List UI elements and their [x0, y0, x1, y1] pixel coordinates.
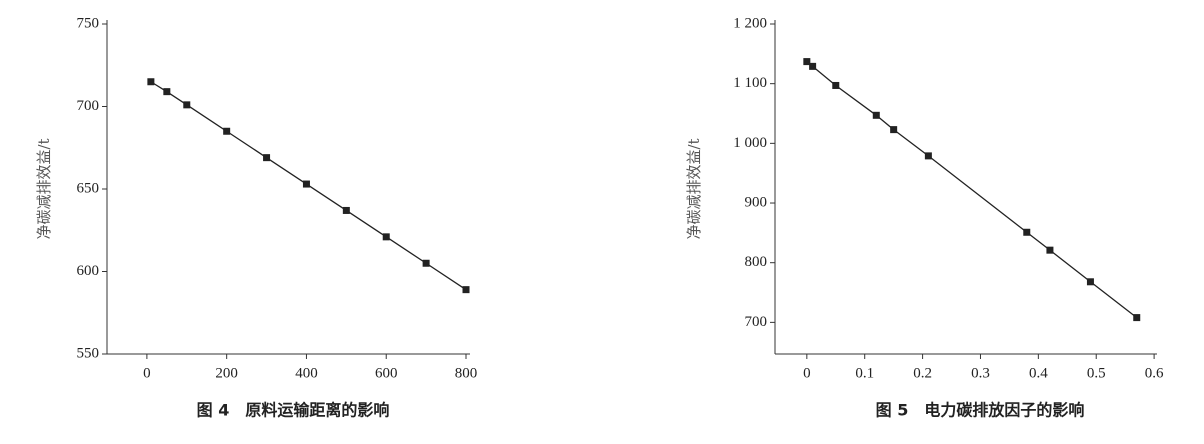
- x-tick-label: 0: [143, 365, 151, 381]
- data-line: [150, 81, 467, 291]
- marker: [1046, 246, 1054, 254]
- x-tick-label: 0.2: [913, 365, 932, 381]
- y-tick-label: 700: [745, 314, 768, 330]
- x-tick-label: 600: [375, 365, 398, 381]
- x-tick-label: 0: [803, 365, 811, 381]
- marker: [1086, 278, 1094, 286]
- marker: [223, 127, 231, 135]
- marker: [809, 62, 817, 70]
- y-tick-label: 700: [77, 98, 100, 114]
- marker: [803, 58, 811, 66]
- x-tick-label: 0.5: [1087, 365, 1106, 381]
- y-tick-label: 800: [745, 254, 768, 270]
- x-tick-label: 200: [215, 365, 238, 381]
- marker: [832, 81, 840, 89]
- y-axis-label: 净碳减排效益/t: [35, 138, 53, 239]
- y-tick-label: 600: [77, 263, 100, 279]
- y-tick-label: 550: [77, 345, 100, 361]
- marker: [924, 152, 932, 160]
- x-tick-label: 0.3: [971, 365, 990, 381]
- marker: [382, 233, 390, 241]
- marker: [462, 286, 470, 294]
- x-tick-label: 400: [295, 365, 318, 381]
- marker: [1023, 228, 1031, 236]
- x-tick-label: 0.1: [855, 365, 874, 381]
- marker: [263, 154, 271, 162]
- y-tick-label: 650: [77, 180, 100, 196]
- caption: 图 5 电力碳排放因子的影响: [876, 401, 1085, 420]
- y-tick-label: 1 200: [733, 15, 767, 31]
- marker: [147, 78, 155, 86]
- data-line: [806, 61, 1138, 319]
- x-tick-label: 0.4: [1029, 365, 1048, 381]
- x-tick-label: 0.6: [1145, 365, 1164, 381]
- marker: [422, 259, 430, 267]
- marker: [890, 126, 898, 134]
- y-tick-label: 750: [77, 15, 100, 31]
- x-tick-label: 800: [455, 365, 478, 381]
- y-axis-label: 净碳减排效益/t: [685, 138, 703, 239]
- marker: [302, 180, 310, 188]
- y-tick-label: 1 000: [733, 135, 767, 151]
- marker: [1133, 314, 1141, 322]
- marker: [342, 206, 350, 214]
- caption: 图 4 原料运输距离的影响: [197, 401, 390, 420]
- y-tick-label: 900: [745, 194, 768, 210]
- marker: [183, 101, 191, 109]
- marker: [872, 111, 880, 119]
- y-tick-label: 1 100: [733, 75, 767, 91]
- marker: [163, 88, 171, 96]
